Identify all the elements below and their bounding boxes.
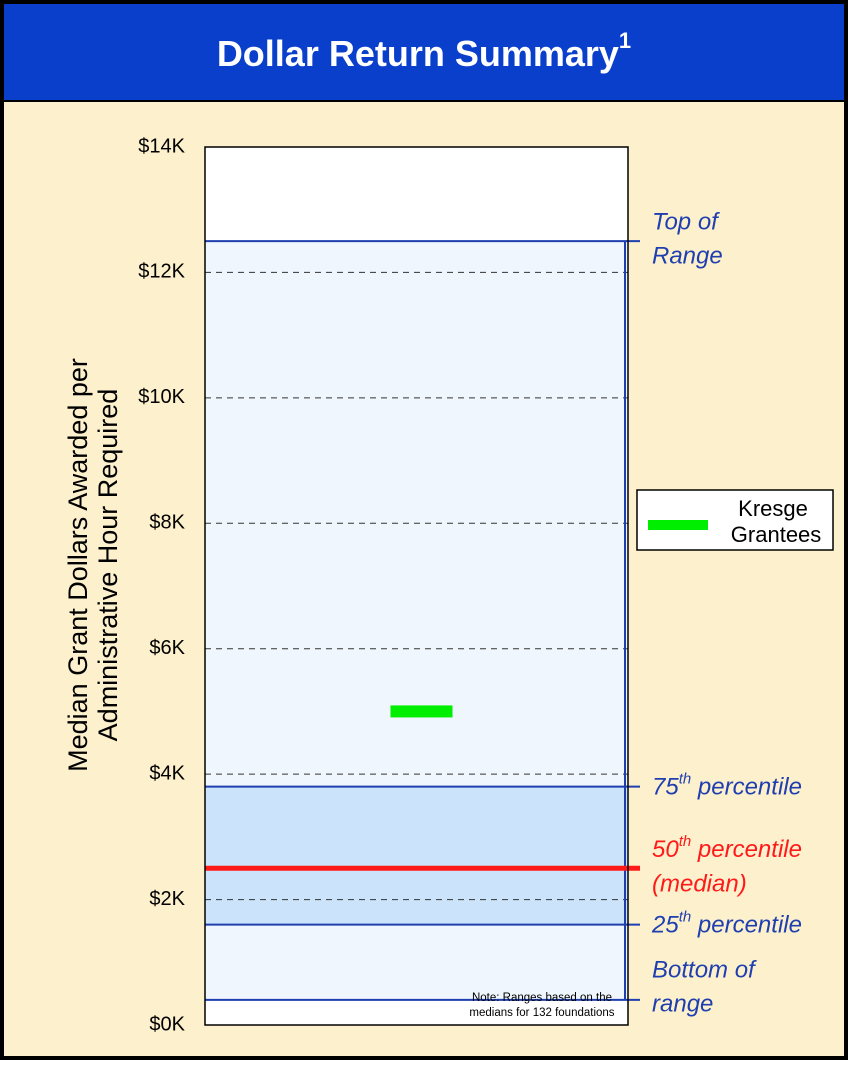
y-tick-label: $6K bbox=[149, 637, 185, 659]
y-tick-label: $4K bbox=[149, 762, 185, 784]
y-tick-label: $10K bbox=[138, 386, 185, 408]
y-tick-label: $12K bbox=[138, 261, 185, 283]
level-label: Top of bbox=[652, 208, 720, 235]
y-tick-label: $8K bbox=[149, 512, 185, 534]
title-band bbox=[4, 4, 844, 100]
level-label: 75th percentile bbox=[652, 771, 802, 801]
legend-label: Kresge Grantees bbox=[725, 496, 822, 547]
y-tick-label: $0K bbox=[149, 1013, 185, 1035]
series-marker bbox=[390, 705, 453, 718]
level-label: Bottom of bbox=[652, 956, 757, 983]
y-tick-label: $2K bbox=[149, 888, 185, 910]
inner-range bbox=[205, 786, 628, 925]
y-tick-label: $14K bbox=[138, 135, 185, 157]
title-text: Dollar Return Summary bbox=[217, 33, 619, 74]
level-label: range bbox=[652, 990, 713, 1017]
note: Note: Ranges based on the bbox=[472, 992, 612, 1004]
level-label: Range bbox=[652, 242, 723, 269]
title-footnote: 1 bbox=[619, 28, 631, 53]
level-label: (median) bbox=[652, 871, 747, 898]
plot bbox=[205, 240, 640, 1001]
y-axis-label: Administrative Hour Required bbox=[93, 389, 123, 742]
y-axis-label: Median Grant Dollars Awarded per bbox=[63, 358, 93, 772]
note: medians for 132 foundations bbox=[469, 1007, 614, 1019]
chart-title: Dollar Return Summary1 bbox=[217, 28, 631, 74]
legend-swatch bbox=[648, 520, 708, 530]
level-label: 25th percentile bbox=[651, 909, 802, 939]
plot-border bbox=[204, 146, 629, 1026]
level-label: 50th percentile bbox=[652, 833, 802, 863]
